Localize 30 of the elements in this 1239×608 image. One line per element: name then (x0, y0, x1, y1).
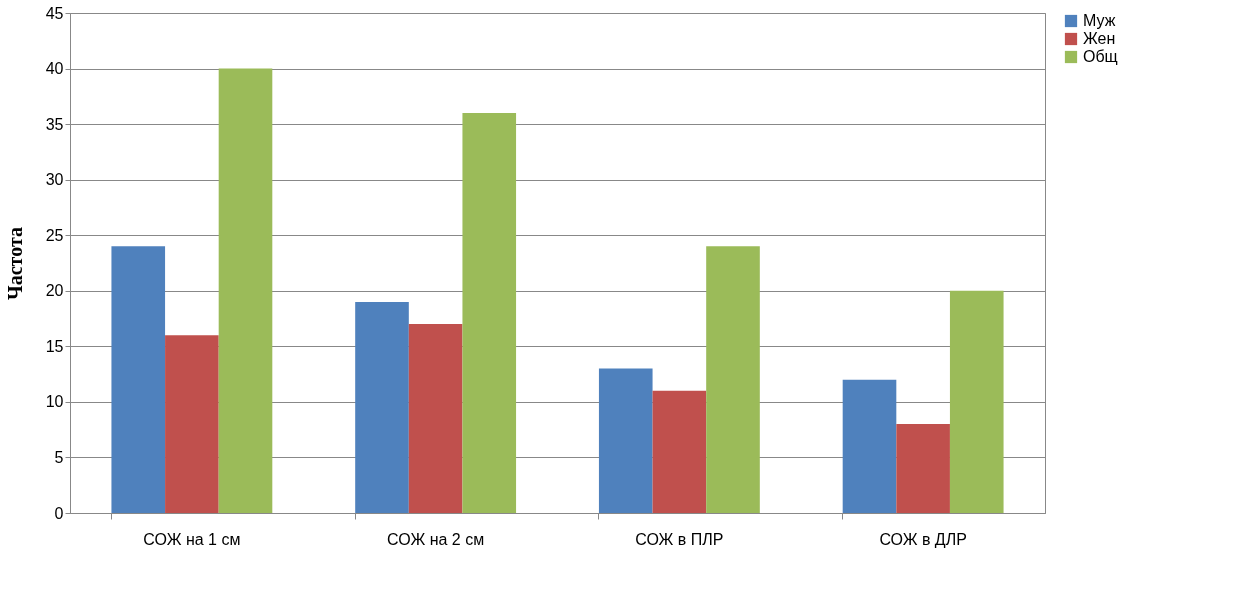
bar (949, 290, 1004, 513)
legend-label: Общ (1083, 48, 1118, 65)
y-tick-label: 35 (45, 115, 64, 133)
bar (598, 368, 653, 513)
bar (462, 113, 517, 513)
bar (408, 324, 463, 513)
y-tick-label: 10 (45, 393, 64, 411)
y-tick-label: 15 (45, 337, 64, 355)
y-tick-label: 30 (45, 171, 64, 189)
y-tick-label: 45 (45, 4, 64, 22)
bar (706, 246, 760, 513)
bar (652, 390, 707, 513)
y-axis-title: Частота (3, 227, 26, 300)
bar (218, 68, 273, 513)
x-tick-label: СОЖ в ДЛР (879, 530, 967, 548)
bar (165, 335, 219, 513)
bar (355, 301, 409, 513)
bar (896, 424, 950, 513)
y-tick-label: 0 (54, 504, 64, 522)
bar (111, 246, 166, 513)
x-tick-label: СОЖ на 1 см (143, 530, 241, 548)
y-tick-label: 40 (45, 60, 64, 78)
y-tick-label: 5 (54, 448, 64, 466)
legend-label: Жен (1083, 30, 1116, 47)
y-tick-label: 20 (45, 282, 64, 300)
bar (842, 379, 897, 513)
y-tick-label: 25 (45, 226, 64, 244)
legend-label: Муж (1083, 12, 1116, 29)
x-tick-label: СОЖ на 2 см (387, 530, 485, 548)
x-tick-label: СОЖ в ПЛР (635, 530, 724, 548)
